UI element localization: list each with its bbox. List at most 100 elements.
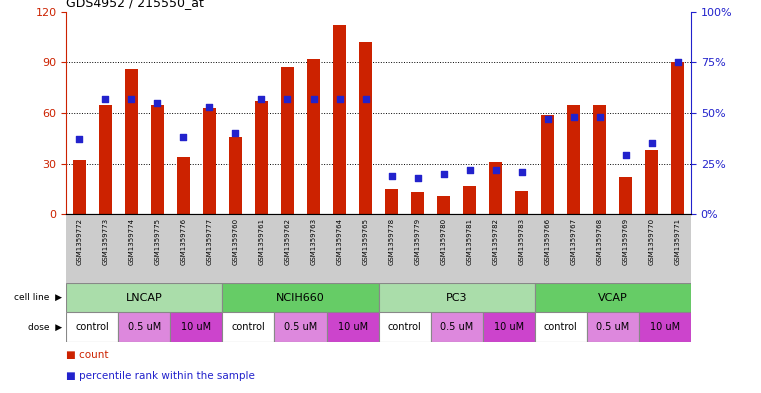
Bar xyxy=(275,312,326,342)
Bar xyxy=(359,42,372,214)
Bar xyxy=(326,312,379,342)
Bar xyxy=(151,105,164,214)
Point xyxy=(203,104,215,110)
Bar xyxy=(99,105,112,214)
Bar xyxy=(177,157,189,214)
Text: cell line  ▶: cell line ▶ xyxy=(14,293,62,302)
Bar xyxy=(587,312,639,342)
Bar xyxy=(170,312,222,342)
Text: GSM1359779: GSM1359779 xyxy=(415,218,421,265)
Text: GSM1359763: GSM1359763 xyxy=(310,218,317,265)
Bar xyxy=(118,312,170,342)
Bar xyxy=(66,283,222,312)
Text: GSM1359764: GSM1359764 xyxy=(336,218,342,264)
Bar xyxy=(535,283,691,312)
Text: VCAP: VCAP xyxy=(598,293,628,303)
Text: ■ count: ■ count xyxy=(66,350,109,360)
Text: GSM1359781: GSM1359781 xyxy=(466,218,473,265)
Bar xyxy=(222,283,378,312)
Point xyxy=(282,95,294,102)
Text: GSM1359771: GSM1359771 xyxy=(675,218,681,265)
Point xyxy=(568,114,580,120)
Point xyxy=(256,95,268,102)
Bar xyxy=(411,192,424,214)
Text: GSM1359780: GSM1359780 xyxy=(441,218,447,265)
Text: 10 uM: 10 uM xyxy=(337,322,368,332)
Text: GSM1359767: GSM1359767 xyxy=(571,218,577,265)
Point xyxy=(516,169,528,175)
Bar xyxy=(594,105,607,214)
Bar xyxy=(515,191,528,214)
Bar xyxy=(229,137,242,214)
Bar xyxy=(437,196,451,214)
Bar xyxy=(645,150,658,214)
Point xyxy=(151,100,164,106)
Point xyxy=(489,167,501,173)
Point xyxy=(646,140,658,147)
Bar xyxy=(222,312,275,342)
Text: control: control xyxy=(231,322,266,332)
Bar xyxy=(535,312,587,342)
Bar xyxy=(255,101,268,214)
Text: GSM1359769: GSM1359769 xyxy=(623,218,629,265)
Bar xyxy=(639,312,691,342)
Bar xyxy=(489,162,502,214)
Point xyxy=(73,136,85,142)
Text: 10 uM: 10 uM xyxy=(650,322,680,332)
Text: GSM1359775: GSM1359775 xyxy=(154,218,161,264)
Bar xyxy=(463,185,476,214)
Text: 0.5 uM: 0.5 uM xyxy=(284,322,317,332)
Text: NCIH660: NCIH660 xyxy=(276,293,325,303)
Text: GSM1359782: GSM1359782 xyxy=(492,218,498,264)
Text: GSM1359770: GSM1359770 xyxy=(649,218,655,265)
Bar xyxy=(307,59,320,214)
Text: LNCAP: LNCAP xyxy=(126,293,163,303)
Text: dose  ▶: dose ▶ xyxy=(28,323,62,332)
Point xyxy=(126,95,138,102)
Bar xyxy=(379,312,431,342)
Bar xyxy=(203,108,216,214)
Text: control: control xyxy=(388,322,422,332)
Text: GSM1359774: GSM1359774 xyxy=(129,218,134,264)
Point xyxy=(594,114,606,120)
Text: GSM1359778: GSM1359778 xyxy=(389,218,395,265)
Text: GSM1359777: GSM1359777 xyxy=(206,218,212,265)
Point xyxy=(99,95,111,102)
Text: GSM1359762: GSM1359762 xyxy=(285,218,291,264)
Text: 10 uM: 10 uM xyxy=(494,322,524,332)
Text: GSM1359761: GSM1359761 xyxy=(259,218,265,265)
Point xyxy=(229,130,241,136)
Text: GSM1359765: GSM1359765 xyxy=(362,218,368,264)
Bar xyxy=(541,115,554,214)
Point xyxy=(542,116,554,122)
Bar xyxy=(379,283,535,312)
Text: GSM1359768: GSM1359768 xyxy=(597,218,603,265)
Text: 0.5 uM: 0.5 uM xyxy=(440,322,473,332)
Point xyxy=(412,174,424,181)
Text: 0.5 uM: 0.5 uM xyxy=(128,322,161,332)
Point xyxy=(386,173,398,179)
Text: GSM1359773: GSM1359773 xyxy=(102,218,108,265)
Bar xyxy=(431,312,482,342)
Text: control: control xyxy=(544,322,578,332)
Bar xyxy=(281,68,294,214)
Bar xyxy=(568,105,581,214)
Bar xyxy=(73,160,86,214)
Point xyxy=(307,95,320,102)
Text: GSM1359783: GSM1359783 xyxy=(519,218,525,265)
Text: ■ percentile rank within the sample: ■ percentile rank within the sample xyxy=(66,371,255,381)
Bar xyxy=(619,177,632,214)
Point xyxy=(177,134,189,140)
Bar xyxy=(671,62,684,214)
Bar xyxy=(385,189,398,214)
Point xyxy=(672,59,684,66)
Text: GSM1359766: GSM1359766 xyxy=(545,218,551,265)
Text: GSM1359760: GSM1359760 xyxy=(232,218,238,265)
Point xyxy=(463,167,476,173)
Bar xyxy=(66,312,118,342)
Text: GSM1359772: GSM1359772 xyxy=(76,218,82,264)
Point xyxy=(619,152,632,159)
Point xyxy=(333,95,345,102)
Point xyxy=(438,171,450,177)
Bar xyxy=(482,312,535,342)
